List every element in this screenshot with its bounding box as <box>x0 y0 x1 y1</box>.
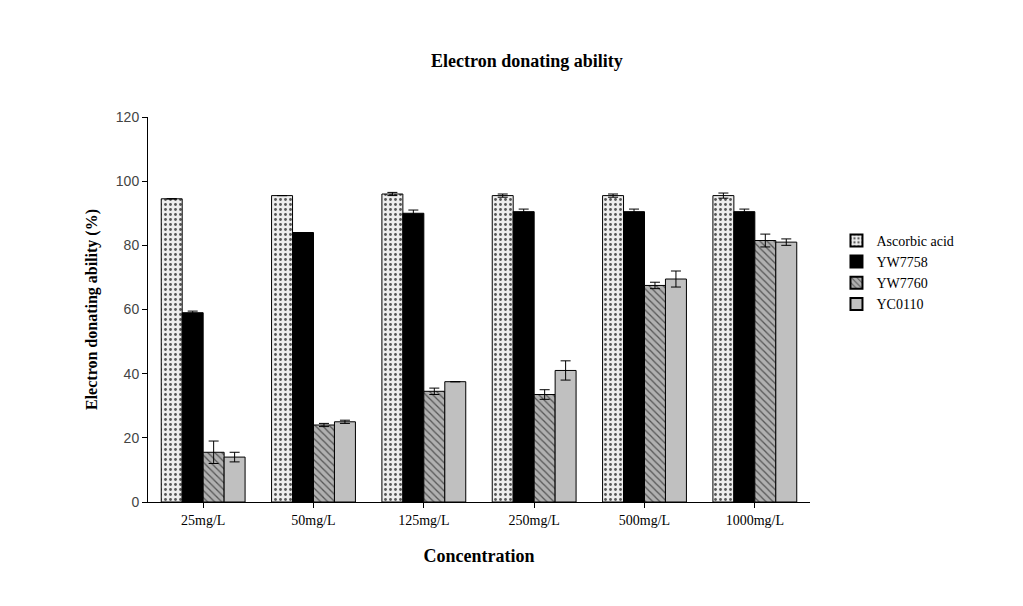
svg-text:40: 40 <box>124 366 140 382</box>
svg-text:500mg/L: 500mg/L <box>619 513 670 528</box>
svg-text:80: 80 <box>124 237 140 253</box>
svg-text:YC0110: YC0110 <box>876 297 923 312</box>
svg-text:Electron donating ability: Electron donating ability <box>431 51 623 71</box>
svg-text:250mg/L: 250mg/L <box>508 513 559 528</box>
svg-text:100: 100 <box>116 173 140 189</box>
svg-text:0: 0 <box>131 494 139 510</box>
svg-text:YW7758: YW7758 <box>876 255 927 270</box>
svg-text:20: 20 <box>124 430 140 446</box>
svg-text:Ascorbic acid: Ascorbic acid <box>876 234 953 249</box>
svg-text:120: 120 <box>116 109 140 125</box>
svg-text:Electron donating ability (%): Electron donating ability (%) <box>83 209 101 410</box>
svg-text:125mg/L: 125mg/L <box>398 513 449 528</box>
svg-text:60: 60 <box>124 301 140 317</box>
svg-text:1000mg/L: 1000mg/L <box>726 513 784 528</box>
svg-text:25mg/L: 25mg/L <box>181 513 225 528</box>
svg-text:YW7760: YW7760 <box>876 276 927 291</box>
svg-text:Concentration: Concentration <box>424 546 535 566</box>
svg-text:50mg/L: 50mg/L <box>291 513 335 528</box>
